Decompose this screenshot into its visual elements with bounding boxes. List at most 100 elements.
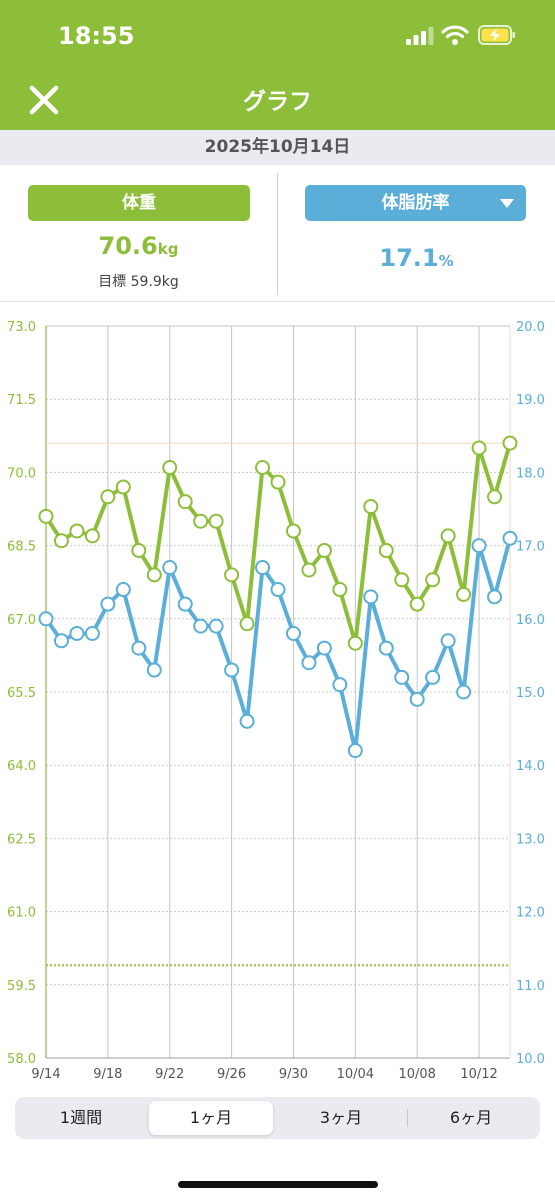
y-left-tick-label: 58.0 (7, 1052, 36, 1067)
weight-data-point[interactable] (146, 567, 162, 583)
weight-data-point[interactable] (487, 489, 503, 505)
weight-data-point[interactable] (84, 528, 100, 544)
body-fat-data-point[interactable] (208, 618, 224, 634)
weight-data-point[interactable] (471, 440, 487, 456)
body-fat-data-point[interactable] (100, 596, 116, 612)
weight-data-point[interactable] (502, 435, 518, 451)
body-fat-data-point[interactable] (162, 560, 178, 576)
body-fat-series-line (44, 537, 512, 753)
status-time: 18:55 (58, 22, 135, 50)
body-fat-data-point[interactable] (69, 625, 85, 641)
weight-data-point[interactable] (332, 582, 348, 598)
body-fat-data-point[interactable] (177, 596, 193, 612)
x-tick-label: 10/04 (337, 1067, 374, 1082)
x-tick-label: 9/30 (279, 1067, 308, 1082)
body-fat-data-point[interactable] (115, 582, 131, 598)
body-fat-data-point[interactable] (425, 669, 441, 685)
body-fat-data-point[interactable] (440, 633, 456, 649)
body-fat-data-point[interactable] (146, 662, 162, 678)
weight-data-point[interactable] (394, 572, 410, 588)
weight-data-point[interactable] (440, 528, 456, 544)
header-bar: 18:55 グラフ (0, 0, 555, 130)
body-fat-data-point[interactable] (378, 640, 394, 656)
x-tick-label: 10/12 (460, 1067, 497, 1082)
x-tick-label: 9/26 (217, 1067, 246, 1082)
weight-data-point[interactable] (208, 513, 224, 529)
range-segmented-control: 1週間 1ヶ月 3ヶ月 6ヶ月 (15, 1097, 540, 1139)
body-fat-data-point[interactable] (487, 589, 503, 605)
y-right-tick-label: 20.0 (516, 320, 545, 335)
body-fat-data-point[interactable] (131, 640, 147, 656)
dropdown-caret-icon (500, 199, 514, 208)
body-fat-data-point[interactable] (409, 691, 425, 707)
body-fat-data-point[interactable] (347, 743, 363, 759)
close-icon[interactable] (24, 80, 64, 120)
body-fat-value: 17.1% (278, 244, 555, 272)
range-tab-0[interactable]: 1週間 (59, 1108, 103, 1127)
weight-data-point[interactable] (115, 479, 131, 495)
body-fat-data-point[interactable] (255, 560, 271, 576)
body-fat-data-point[interactable] (285, 625, 301, 641)
body-fat-data-point[interactable] (316, 640, 332, 656)
body-fat-data-point[interactable] (456, 684, 472, 700)
body-fat-data-point[interactable] (332, 677, 348, 693)
body-fat-metric-label: 体脂肪率 (381, 193, 450, 213)
weight-data-point[interactable] (255, 460, 271, 476)
weight-data-point[interactable] (53, 533, 69, 549)
body-fat-data-point[interactable] (301, 655, 317, 671)
y-right-tick-label: 16.0 (516, 613, 545, 628)
body-fat-data-point[interactable] (471, 538, 487, 554)
weight-data-point[interactable] (425, 572, 441, 588)
weight-value-unit: kg (157, 240, 179, 258)
body-fat-data-point[interactable] (38, 611, 54, 627)
x-tick-label: 9/14 (31, 1067, 60, 1082)
body-fat-data-point[interactable] (53, 633, 69, 649)
page-title: グラフ (243, 89, 312, 115)
weight-data-point[interactable] (69, 523, 85, 539)
weight-data-point[interactable] (301, 562, 317, 578)
weight-data-point[interactable] (38, 508, 54, 524)
weight-data-point[interactable] (270, 474, 286, 490)
range-tab-2[interactable]: 3ヶ月 (319, 1108, 363, 1127)
body-fat-data-point[interactable] (84, 625, 100, 641)
body-fat-data-point[interactable] (239, 713, 255, 729)
body-fat-data-point[interactable] (394, 669, 410, 685)
weight-data-point[interactable] (285, 523, 301, 539)
range-tab-3[interactable]: 6ヶ月 (449, 1108, 493, 1127)
body-fat-value-unit: % (438, 252, 454, 270)
x-tick-label: 9/22 (155, 1067, 184, 1082)
body-fat-data-point[interactable] (502, 530, 518, 546)
weight-fat-chart[interactable]: 73.0 20.0 71.5 19.0 70.0 18.0 68.5 17.0 67.0 16.0… (0, 302, 555, 1090)
weight-data-point[interactable] (347, 635, 363, 651)
y-left-tick-label: 67.0 (7, 613, 36, 628)
body-fat-metric-dropdown[interactable]: 体脂肪率 (305, 185, 526, 221)
weight-data-point[interactable] (131, 542, 147, 558)
weight-data-point[interactable] (409, 596, 425, 612)
x-tick-label: 9/18 (93, 1067, 122, 1082)
y-left-tick-label: 73.0 (7, 320, 36, 335)
home-indicator (178, 1181, 378, 1188)
weight-data-point[interactable] (193, 513, 209, 529)
weight-data-point[interactable] (378, 542, 394, 558)
body-fat-data-point[interactable] (363, 589, 379, 605)
weight-data-point[interactable] (177, 494, 193, 510)
weight-data-point[interactable] (100, 489, 116, 505)
weight-metric-label: 体重 (122, 193, 156, 213)
weight-data-point[interactable] (162, 460, 178, 476)
battery-charging-icon (478, 25, 515, 45)
weight-series-line (44, 442, 512, 646)
weight-data-point[interactable] (363, 499, 379, 515)
weight-data-point[interactable] (316, 542, 332, 558)
body-fat-data-point[interactable] (193, 618, 209, 634)
status-bar: 18:55 (0, 0, 555, 75)
weight-data-point[interactable] (456, 586, 472, 602)
range-tab-1[interactable]: 1ヶ月 (149, 1101, 273, 1135)
y-right-tick-label: 15.0 (516, 686, 545, 701)
body-fat-data-point[interactable] (270, 582, 286, 598)
weight-data-point[interactable] (224, 567, 240, 583)
body-fat-data-point[interactable] (224, 662, 240, 678)
x-tick-label: 10/08 (398, 1067, 435, 1082)
weight-data-point[interactable] (239, 616, 255, 632)
weight-metric-button[interactable]: 体重 (28, 185, 250, 221)
y-right-tick-label: 19.0 (516, 393, 545, 408)
